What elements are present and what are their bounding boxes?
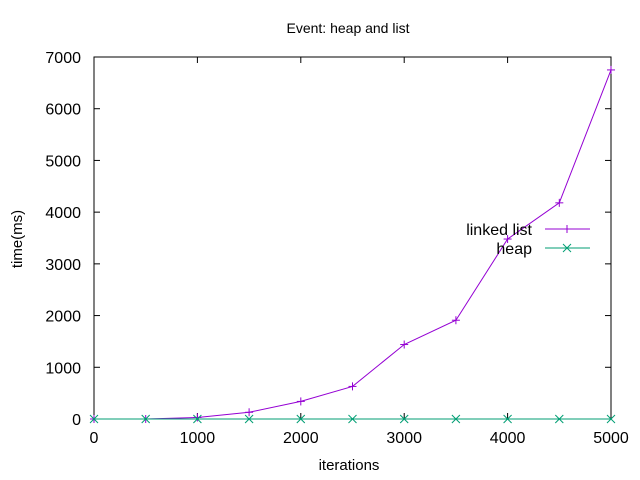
y-tick-label: 6000 bbox=[45, 102, 81, 119]
x-axis-label: iterations bbox=[319, 457, 380, 474]
y-axis-label: time(ms) bbox=[9, 210, 26, 268]
data-point-linked-list bbox=[607, 65, 615, 74]
x-tick-label: 4000 bbox=[490, 430, 526, 447]
data-point-heap bbox=[141, 414, 151, 424]
data-point-linked-list bbox=[555, 198, 564, 207]
x-tick-label: 3000 bbox=[386, 430, 422, 447]
data-point-heap-d2 bbox=[141, 414, 151, 424]
data-point-heap bbox=[348, 414, 357, 424]
data-point-heap-d2 bbox=[89, 414, 99, 424]
ticks-layer: 0 1000 2000 3000 4000 5000 0 1000 2000 3000 4000 50… bbox=[45, 50, 628, 447]
data-point-heap bbox=[193, 414, 202, 424]
data-point-heap bbox=[554, 414, 564, 424]
y-tick-label: 7000 bbox=[45, 50, 81, 67]
y-tick-label: 4000 bbox=[45, 205, 81, 222]
data-point-linked-list bbox=[245, 408, 254, 417]
data-point-heap bbox=[89, 414, 99, 424]
legend-marker-linked-list bbox=[563, 225, 571, 233]
legend-label-heap: heap bbox=[496, 241, 532, 258]
plot-frame bbox=[93, 56, 612, 420]
data-point-linked-list bbox=[400, 340, 409, 349]
y-tick-label: 5000 bbox=[45, 153, 81, 170]
data-point-heap bbox=[296, 414, 306, 424]
data-point-heap-d2 bbox=[554, 414, 564, 424]
data-point-heap-d2 bbox=[451, 414, 461, 424]
data-point-heap-d2 bbox=[399, 414, 409, 424]
data-point-linked-list bbox=[296, 397, 305, 406]
x-tick-label: 0 bbox=[90, 430, 99, 447]
data-point-heap bbox=[451, 414, 461, 424]
y-tick-label: 0 bbox=[72, 412, 81, 429]
series-line-linked-list bbox=[94, 69, 612, 420]
x-tick-label: 2000 bbox=[283, 430, 319, 447]
x-tick-label: 1000 bbox=[180, 430, 216, 447]
data-point-heap bbox=[503, 414, 512, 424]
data-point-heap-d2 bbox=[193, 414, 202, 424]
data-point-heap bbox=[606, 414, 616, 424]
y-tick-label: 3000 bbox=[45, 257, 81, 274]
data-point-heap-d2 bbox=[348, 414, 357, 424]
x-tick-label: 5000 bbox=[593, 430, 629, 447]
series-layer bbox=[89, 65, 616, 424]
y-tick-label: 1000 bbox=[45, 360, 81, 377]
data-point-heap-d2 bbox=[296, 414, 306, 424]
data-point-heap-d2 bbox=[244, 414, 254, 424]
legend-label-linked-list: linked list bbox=[466, 222, 532, 239]
legend-marker-heap bbox=[562, 243, 572, 253]
y-tick-label: 2000 bbox=[45, 309, 81, 326]
data-point-linked-list bbox=[451, 316, 460, 325]
data-point-heap-d2 bbox=[606, 414, 616, 424]
data-point-heap bbox=[244, 414, 254, 424]
data-point-linked-list bbox=[193, 413, 202, 422]
legend: linked list heap bbox=[466, 222, 590, 258]
data-point-heap-d2 bbox=[503, 414, 512, 424]
data-point-linked-list bbox=[348, 382, 357, 391]
data-point-linked-list bbox=[503, 235, 512, 244]
legend-marker-heap-d2 bbox=[562, 243, 572, 253]
data-point-heap bbox=[399, 414, 409, 424]
chart-title: Event: heap and list bbox=[287, 20, 410, 36]
